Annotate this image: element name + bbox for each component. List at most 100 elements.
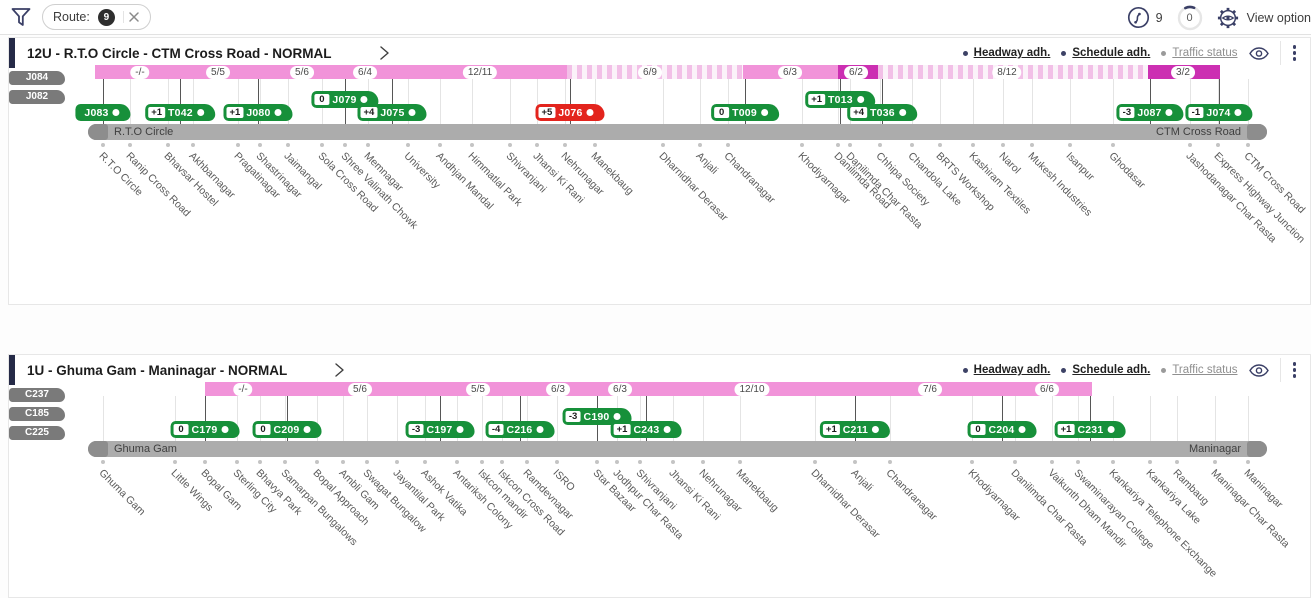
headway-adherence-link[interactable]: Headway adh. [962,47,1050,59]
vehicle-badge-J087[interactable]: -3 J087 [1116,104,1184,121]
station-dot [1076,460,1080,464]
vehicle-badge-J074[interactable]: -1 J074 [1185,104,1253,121]
route-timeline: -/- 5/6 5/5 6/3 6/3 12/10 7/6 6/6 0 C179 0 C209 -3 C1… [9,355,1310,597]
vehicle-badge-J076[interactable]: +5 J076 [535,104,605,121]
station-gridline [367,396,368,441]
bullet-icon [1061,50,1067,56]
vehicle-badge-T013[interactable]: +1 T013 [805,91,875,108]
station-dot [1111,143,1115,147]
station-dot [1111,460,1115,464]
chip-close-icon[interactable] [122,11,140,23]
station-gridline [1113,396,1114,441]
station-dot [236,143,240,147]
vehicle-position-line [1002,396,1003,441]
vehicle-id: J074 [1206,106,1231,119]
vehicle-badge-C190[interactable]: -3 C190 [562,408,632,425]
vehicle-badge-T036[interactable]: +4 T036 [847,104,917,121]
panel-header-links: Headway adh. Schedule adh. Traffic status [962,355,1303,385]
traffic-status-link-label: Traffic status [1172,364,1238,376]
vehicle-badge-T009[interactable]: 0 T009 [711,104,779,121]
top-bar: Route: 9 9 0 View option [0,0,1311,35]
vehicle-badge-C231[interactable]: +1 C231 [1054,421,1126,438]
depot-vehicle-badge-C237[interactable]: C237 [9,388,65,402]
vehicle-badge-C179[interactable]: 0 C179 [170,421,240,438]
expand-chevron-icon[interactable] [332,362,347,378]
vehicle-badge-C197[interactable]: -3 C197 [405,421,475,438]
station-gridline [103,396,104,441]
station-gridline [802,79,803,124]
vehicle-status-dot [196,109,204,116]
vehicle-id: J079 [332,93,357,106]
panel-header-links: Headway adh. Schedule adh. Traffic status [962,38,1303,68]
vehicle-badge-C243[interactable]: +1 C243 [610,421,682,438]
vehicle-status-dot [663,426,671,433]
depot-vehicle-badge-J084[interactable]: J084 [9,71,65,85]
headway-adherence-link[interactable]: Headway adh. [962,364,1050,376]
headway-label: -/- [130,66,150,79]
station-dot [235,460,239,464]
panel-menu-kebab-icon[interactable] [1279,41,1303,65]
vehicle-deviation: +5 [538,107,556,118]
station-dot [455,460,459,464]
station-dot [836,143,840,147]
vehicle-status-dot [456,426,464,433]
station-dot [1216,143,1220,147]
station-dot [1213,460,1217,464]
visibility-eye-icon[interactable] [1248,363,1269,377]
station-dot [638,460,642,464]
vehicle-badge-J083[interactable]: J083 [75,104,131,121]
headway-label: 7/6 [918,383,942,396]
vehicle-badge-C204[interactable]: 0 C204 [967,421,1037,438]
vehicle-position-line [205,396,206,441]
station-gridline [1032,79,1033,124]
vehicle-badge-J079[interactable]: 0 J079 [311,91,379,108]
vehicle-position-line [520,396,521,441]
station-dot [283,460,287,464]
visibility-eye-icon[interactable] [1248,46,1269,60]
station-dot [508,143,512,147]
vehicle-deviation: -1 [1188,107,1204,118]
station-gridline [1113,79,1114,124]
vehicle-deviation: 0 [970,424,986,435]
depot-vehicle-badge-C185[interactable]: C185 [9,407,65,421]
expand-chevron-icon[interactable] [377,45,392,61]
vehicle-badge-C209[interactable]: 0 C209 [252,421,322,438]
vehicle-id: C231 [1077,423,1104,436]
vehicle-deviation: -4 [488,424,504,435]
station-gridline [440,79,441,124]
station-dot [738,460,742,464]
route-filter-chip[interactable]: Route: 9 [42,4,151,30]
station-gridline [595,79,596,124]
vehicle-status-dot [112,109,120,116]
vehicle-deviation: -3 [1119,107,1135,118]
vehicle-badge-J075[interactable]: +4 J075 [357,104,427,121]
filter-funnel-icon[interactable] [10,6,32,28]
station-gridline [237,396,238,441]
vehicle-deviation: +1 [613,424,631,435]
station-dot [1050,460,1054,464]
vehicle-deviation: +4 [850,107,868,118]
route-origin-label: R.T.O Circle [114,126,174,138]
traffic-status-link[interactable]: Traffic status [1161,47,1238,59]
station-gridline [238,79,239,124]
vehicle-badge-T042[interactable]: +1 T042 [145,104,215,121]
view-options-label[interactable]: View option [1246,10,1311,25]
schedule-adherence-link[interactable]: Schedule adh. [1061,364,1150,376]
vehicle-badge-C211[interactable]: +1 C211 [819,421,891,438]
traffic-status-link-label: Traffic status [1172,47,1238,59]
view-options-gear-icon[interactable] [1217,7,1239,29]
route-timeline: -/- 5/5 5/6 6/4 12/11 6/9 6/3 6/2 8/12 3/2 J083 +1 T… [9,38,1310,304]
schedule-adherence-link[interactable]: Schedule adh. [1061,47,1150,59]
panel-menu-kebab-icon[interactable] [1279,358,1303,382]
vehicle-badge-J080[interactable]: +1 J080 [223,104,293,121]
traffic-status-link[interactable]: Traffic status [1161,364,1238,376]
vehicle-id: T013 [828,93,853,106]
route-bar-start-cap [88,441,108,457]
station-dot [555,460,559,464]
station-gridline [130,79,131,124]
depot-vehicle-badge-C225[interactable]: C225 [9,426,65,440]
depot-vehicle-badge-J082[interactable]: J082 [9,90,65,104]
vehicle-badge-C216[interactable]: -4 C216 [485,421,555,438]
station-gridline [557,396,558,441]
